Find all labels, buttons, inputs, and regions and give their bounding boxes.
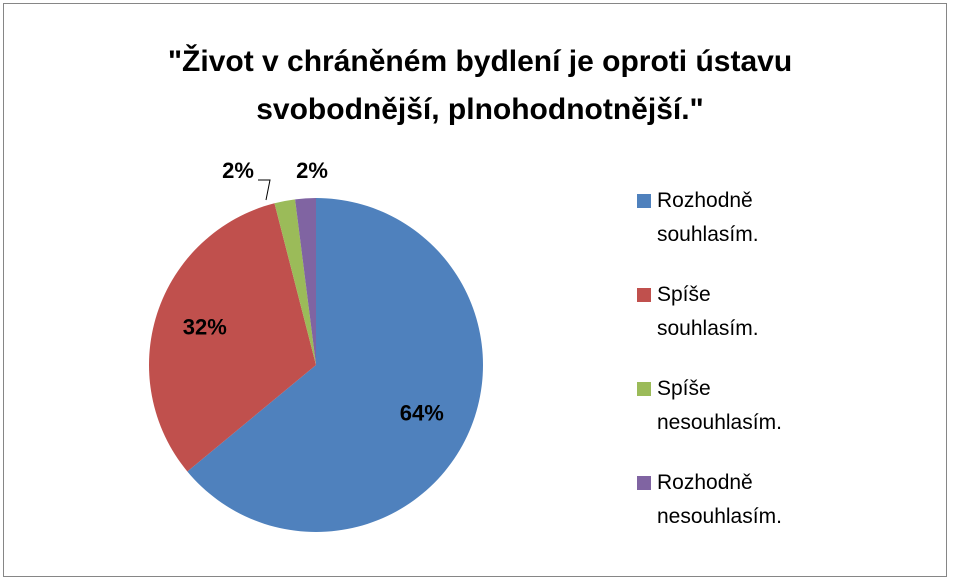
legend-label: Spíše nesouhlasím. [657,377,782,434]
legend-item: Rozhodně nesouhlasím. [637,466,782,534]
data-label: 2% [296,158,328,183]
data-label: 64% [400,401,444,426]
data-label: 32% [183,315,227,340]
chart-title: "Život v chráněném bydlení je oproti úst… [167,45,793,126]
legend-swatch [637,476,651,490]
leader-line [258,179,271,201]
legend-label: Rozhodně souhlasím. [657,189,759,246]
pie-slice [187,198,484,532]
legend-item: Spíše nesouhlasím. [637,372,782,440]
legend-swatch [637,288,651,302]
legend-label: Rozhodně nesouhlasím. [657,471,782,528]
data-label: 2% [222,158,254,183]
pie-slice [149,203,316,472]
pie-slice [274,199,316,365]
pie-slice [295,198,316,365]
legend-item: Rozhodně souhlasím. [637,184,759,252]
legend-swatch [637,194,651,208]
legend-swatch [637,382,651,396]
chart-frame [3,3,947,577]
legend-item: Spíše souhlasím. [637,278,759,346]
legend-label: Spíše souhlasím. [657,283,759,340]
